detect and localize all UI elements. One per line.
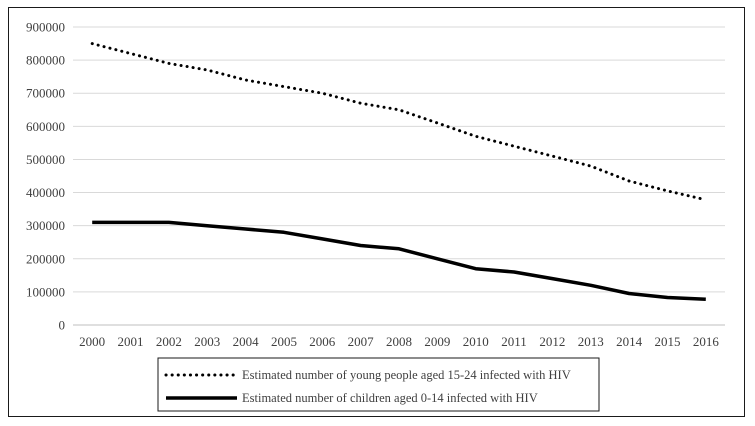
series-line-children [92,220,706,301]
y-tick-label: 500000 [26,152,65,167]
x-tick-label: 2000 [79,334,105,349]
y-tick-label: 600000 [26,119,65,134]
x-tick-label: 2012 [539,334,565,349]
x-tick-label: 2001 [118,334,144,349]
y-tick-label: 0 [59,318,66,333]
y-tick-label: 900000 [26,20,65,35]
legend-label-children: Estimated number of children aged 0-14 i… [242,391,538,405]
x-tick-label: 2010 [463,334,489,349]
x-tick-label: 2013 [578,334,604,349]
x-tick-label: 2006 [309,334,336,349]
x-tick-label: 2016 [693,334,720,349]
series-line-young-people [90,42,708,202]
y-tick-label: 800000 [26,53,65,68]
x-tick-label: 2011 [501,334,527,349]
x-tick-label: 2004 [233,334,260,349]
y-tick-label: 200000 [26,251,65,266]
legend: Estimated number of young people aged 15… [157,357,600,412]
y-tick-label: 400000 [26,185,65,200]
chart-frame [8,7,745,417]
x-tick-label: 2005 [271,334,297,349]
y-tick-label: 100000 [26,284,65,299]
series-lines [90,42,708,301]
x-tick-label: 2014 [616,334,643,349]
y-tick-label: 700000 [26,86,65,101]
x-tick-label: 2007 [348,334,375,349]
legend-box [157,357,600,412]
legend-label-young-people: Estimated number of young people aged 15… [242,368,571,382]
y-axis: 0 100000 200000 300000 400000 500000 600000 700… [26,20,65,333]
x-axis: 2000 2001 2002 2003 2004 2005 2006 2007 2008 2009… [79,334,719,349]
x-tick-label: 2008 [386,334,412,349]
gridlines [73,26,725,326]
y-tick-label: 300000 [26,218,65,233]
x-tick-label: 2003 [194,334,220,349]
x-tick-label: 2015 [654,334,680,349]
x-tick-label: 2002 [156,334,182,349]
x-tick-label: 2009 [424,334,450,349]
